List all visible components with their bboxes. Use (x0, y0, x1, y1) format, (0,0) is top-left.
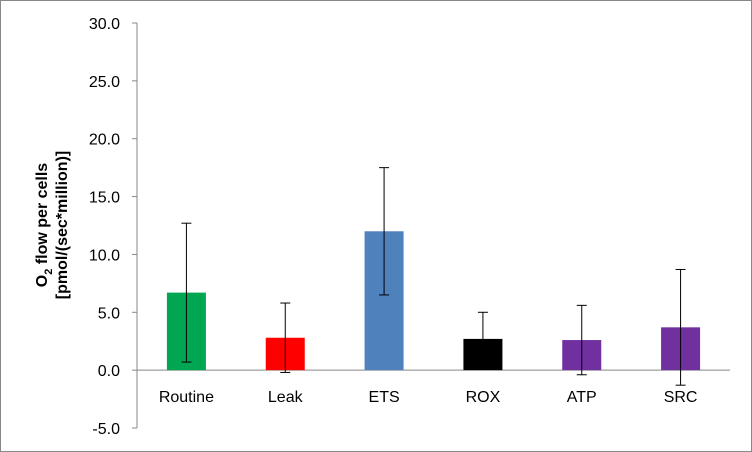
x-tick-label: ETS (369, 389, 400, 406)
y-tick-label: 15.0 (89, 190, 120, 207)
y-tick-label: 0.0 (98, 363, 120, 380)
y-tick-label: -5.0 (92, 421, 120, 438)
y-axis-title-o: O (34, 275, 51, 287)
x-tick-label: Leak (268, 389, 304, 406)
error-bar-rox (477, 311, 488, 367)
bars (166, 231, 701, 371)
axes (132, 22, 730, 429)
y-tick-label: 10.0 (89, 247, 120, 264)
error-bar-src (675, 268, 686, 386)
y-axis-title-line2: [pmol/(sec*million)] (54, 151, 71, 299)
error-bar-routine (181, 222, 192, 363)
x-tick-label: ATP (567, 389, 597, 406)
y-axis-title-line1: O2 flow per cells (34, 163, 55, 287)
y-tick-label: 5.0 (98, 305, 120, 322)
y-axis-title-rest: flow per cells (34, 163, 51, 269)
x-tick-label: Routine (159, 389, 214, 406)
error-bar-leak (280, 302, 291, 373)
x-tick-label: ROX (466, 389, 501, 406)
x-tick-label: SRC (664, 389, 698, 406)
error-bar-atp (576, 304, 587, 376)
error-bars (181, 167, 686, 386)
y-axis-title-subscript: 2 (43, 269, 55, 275)
y-tick-label: 30.0 (89, 16, 120, 33)
y-tick-label: 25.0 (89, 74, 120, 91)
y-tick-labels: 30.0 25.0 20.0 15.0 10.0 5.0 0.0 -5.0 (89, 16, 120, 438)
error-bar-ets (379, 167, 390, 296)
y-tick-label: 20.0 (89, 132, 120, 149)
y-axis-title: O2 flow per cells [pmol/(sec*million)] (34, 151, 71, 299)
x-tick-labels: Routine Leak ETS ROX ATP SRC (159, 389, 698, 406)
